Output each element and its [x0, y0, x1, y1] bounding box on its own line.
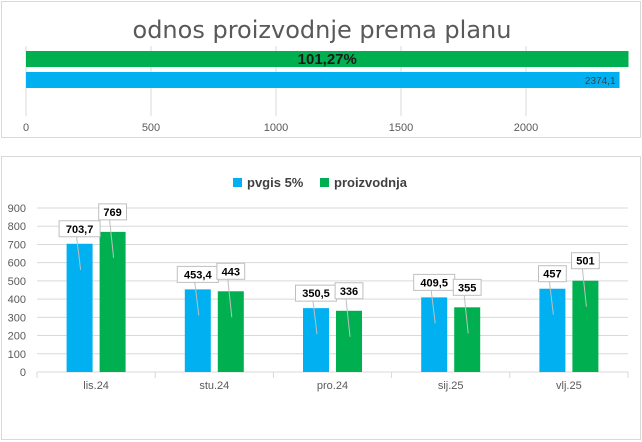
data-label-callout: 501 [571, 252, 600, 307]
data-label-callout: 453,4 [176, 265, 219, 316]
callout-leader [345, 298, 351, 337]
y-tick-label: 200 [8, 331, 26, 343]
data-label-callout: 409,5 [413, 273, 456, 324]
x-tick-label: 0 [23, 122, 29, 134]
callout-leader [581, 268, 587, 307]
category-label: stu.24 [199, 380, 229, 392]
bar-data-label: 2374,1 [585, 76, 616, 87]
data-label-callout: 703,7 [58, 220, 101, 270]
y-tick-label: 100 [8, 349, 26, 361]
callout-leader [463, 295, 469, 334]
data-label: 355 [458, 282, 476, 294]
data-label-callout: 443 [216, 262, 246, 318]
bar-proizvodnja [336, 310, 362, 372]
category-label: lis.24 [83, 380, 109, 392]
chart-title: odnos proizvodnje prema planu [133, 16, 512, 44]
x-tick-label: 1000 [264, 122, 288, 134]
bar-pvgis [303, 308, 329, 372]
monthly-production-chart-panel: pvgis 5% proizvodnja 703,7 769 453,4 443 350,… [1, 156, 641, 440]
bar-pvgis [421, 297, 448, 372]
callout-leader [227, 279, 233, 318]
data-label: 409,5 [420, 277, 448, 289]
data-label-callout: 336 [334, 282, 364, 337]
callout-leader [194, 282, 200, 316]
legend-label: pvgis 5% [247, 175, 304, 190]
bar-pvgis [539, 288, 566, 372]
callout-leader [76, 236, 82, 270]
data-label: 457 [543, 269, 561, 281]
data-label: 453,4 [184, 269, 212, 281]
legend-label: proizvodnja [334, 175, 408, 190]
bar-series-2 [26, 72, 620, 88]
bar-series-1 [26, 51, 629, 67]
bar-pvgis [184, 289, 211, 372]
bar-data-label: 101,27% [298, 51, 357, 68]
callout-box [98, 203, 127, 221]
x-tick-label: 500 [142, 122, 160, 134]
data-label-callout: 457 [538, 265, 567, 315]
data-label: 703,7 [66, 224, 94, 236]
callout-leader [430, 290, 436, 324]
category-label: vlj.25 [556, 380, 582, 392]
data-label-callout: 769 [98, 203, 127, 258]
x-tick-label: 2000 [514, 122, 538, 134]
callout-leader [312, 301, 318, 335]
plan-ratio-chart-panel: odnos proizvodnje prema planu 101,27% 237… [1, 1, 641, 138]
data-label: 350,5 [302, 288, 330, 300]
callout-box [538, 265, 567, 283]
y-tick-label: 500 [8, 276, 26, 288]
data-label-callout: 350,5 [295, 284, 337, 335]
data-label: 443 [222, 266, 240, 278]
callout-box [334, 282, 364, 300]
category-label: sij.25 [438, 380, 464, 392]
callout-leader [548, 281, 554, 315]
callout-box [571, 252, 600, 270]
data-label: 336 [340, 286, 358, 298]
y-tick-label: 700 [8, 239, 26, 251]
callout-leader [109, 219, 115, 258]
plan-ratio-chart: odnos proizvodnje prema planu 101,27% 237… [23, 16, 629, 134]
y-tick-label: 800 [8, 221, 26, 233]
callout-box [452, 278, 482, 296]
monthly-production-chart: pvgis 5% proizvodnja 703,7 769 453,4 443 350,… [8, 175, 629, 392]
y-tick-label: 0 [20, 367, 26, 379]
bar-proizvodnja [454, 307, 481, 372]
y-tick-label: 600 [8, 258, 26, 270]
x-tick-label: 1500 [389, 122, 413, 134]
y-tick-label: 400 [8, 294, 26, 306]
y-tick-label: 900 [8, 203, 26, 215]
callout-box [58, 220, 101, 238]
data-label: 501 [576, 256, 594, 268]
data-label-callout: 355 [452, 278, 482, 334]
legend-swatch [233, 178, 242, 187]
data-label: 769 [103, 207, 121, 219]
bar-proizvodnja [99, 231, 126, 372]
legend-swatch [320, 178, 329, 187]
y-tick-label: 300 [8, 312, 26, 324]
category-label: pro.24 [317, 380, 348, 392]
callout-box [216, 262, 246, 280]
